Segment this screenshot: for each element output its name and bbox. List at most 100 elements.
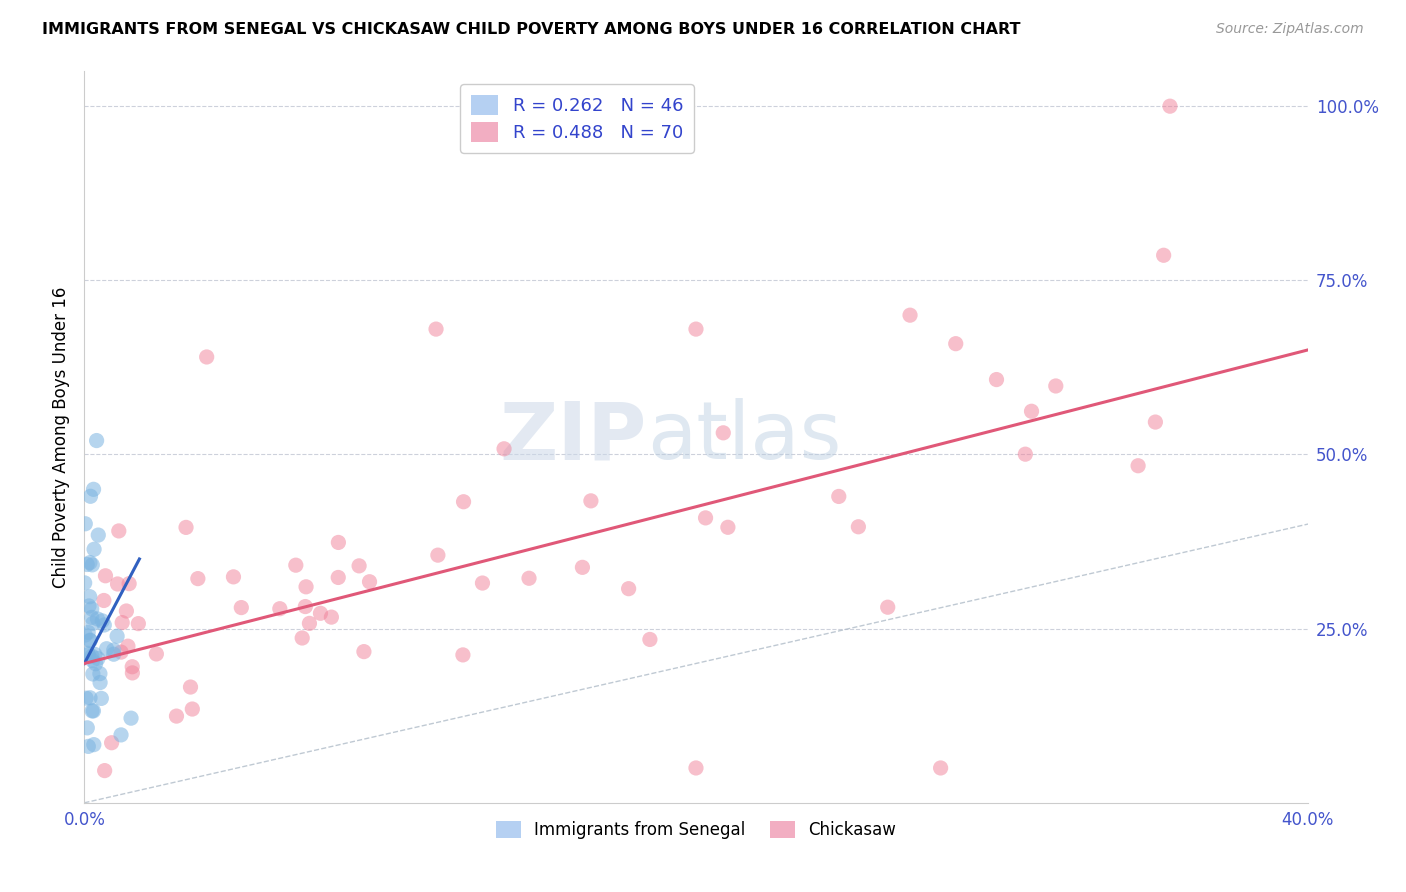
Point [83,648,105,662]
Point [121,659,143,673]
Point [103,647,125,661]
Point [986,373,1008,387]
Point [82,667,104,681]
Point [1014,447,1036,461]
Point [82,704,104,718]
Point [100,736,122,750]
Point [898,308,921,322]
Y-axis label: Child Poverty Among Boys Under 16: Child Poverty Among Boys Under 16 [52,286,70,588]
Point [117,639,139,653]
Point [105,629,128,643]
Point [93,618,115,632]
Point [179,680,201,694]
Point [79,690,101,705]
Point [115,604,138,618]
Point [110,645,132,659]
Point [828,490,851,504]
Point [82,654,104,668]
Point [359,574,381,589]
Point [76,558,98,572]
Point [82,558,104,572]
Point [79,556,101,570]
Point [291,631,314,645]
Point [685,761,707,775]
Point [321,610,343,624]
Point [929,761,952,775]
Point [848,520,870,534]
Point [1021,404,1043,418]
Point [84,657,107,671]
Point [121,665,143,680]
Point [1153,248,1175,262]
Point [89,675,111,690]
Point [353,645,375,659]
Point [75,691,97,706]
Point [328,535,350,549]
Point [87,528,110,542]
Point [107,577,129,591]
Point [945,336,967,351]
Point [110,728,132,742]
Point [76,646,98,660]
Point [118,576,141,591]
Point [298,616,321,631]
Point [347,558,370,573]
Point [94,568,117,582]
Legend: Immigrants from Senegal, Chickasaw: Immigrants from Senegal, Chickasaw [489,814,903,846]
Point [96,641,118,656]
Point [711,425,734,440]
Point [145,647,167,661]
Point [1144,415,1167,429]
Point [579,493,602,508]
Point [181,702,204,716]
Point [77,625,100,640]
Point [453,494,475,508]
Point [638,632,661,647]
Point [1045,379,1067,393]
Point [294,599,316,614]
Point [269,601,291,615]
Point [571,560,593,574]
Point [451,648,474,662]
Point [80,704,103,718]
Point [76,721,98,735]
Point [91,614,114,628]
Point [82,616,104,631]
Point [174,520,197,534]
Point [517,571,540,585]
Point [80,649,103,664]
Point [93,764,115,778]
Point [328,570,350,584]
Point [284,558,307,573]
Point [425,322,447,336]
Point [685,322,707,336]
Point [79,590,101,604]
Point [90,691,112,706]
Point [187,572,209,586]
Point [86,612,108,626]
Point [166,709,188,723]
Point [195,350,218,364]
Point [79,633,101,648]
Point [79,633,101,648]
Point [75,628,97,642]
Point [695,511,717,525]
Point [77,739,100,754]
Point [426,548,449,562]
Point [231,600,253,615]
Text: ZIP: ZIP [499,398,647,476]
Point [93,593,115,607]
Point [87,651,110,665]
Point [111,615,134,630]
Point [103,643,125,657]
Point [309,607,332,621]
Point [295,580,318,594]
Point [471,576,494,591]
Point [876,600,898,615]
Point [222,570,245,584]
Point [83,483,105,497]
Text: atlas: atlas [647,398,841,476]
Point [89,666,111,681]
Point [80,602,103,616]
Point [73,575,96,590]
